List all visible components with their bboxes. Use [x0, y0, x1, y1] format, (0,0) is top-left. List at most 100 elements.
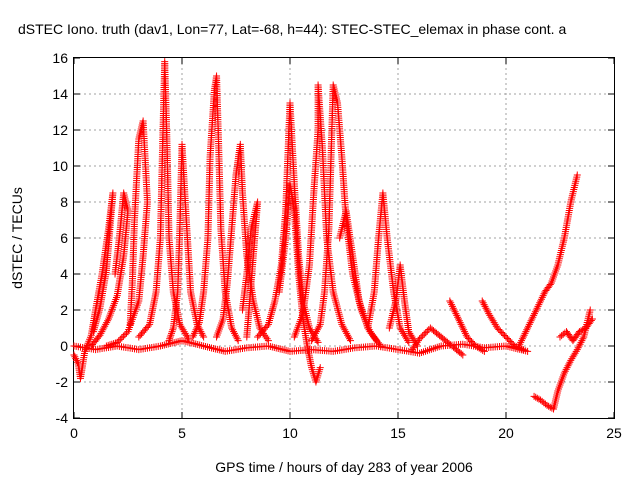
data-point: [342, 328, 350, 336]
y-tick-label: 0: [60, 338, 68, 354]
y-axis-label: dSTEC / TECUs: [9, 187, 25, 289]
data-point: [560, 369, 568, 377]
data-point: [518, 337, 526, 345]
y-tick-label: 16: [52, 50, 68, 66]
series-17: [446, 297, 488, 355]
data-point: [189, 333, 197, 341]
data-point: [460, 326, 468, 334]
data-point: [194, 320, 202, 328]
data-point: [371, 335, 379, 343]
data-point: [579, 326, 587, 334]
x-tick-label: 20: [498, 425, 514, 441]
data-point: [452, 310, 460, 318]
data-point: [413, 338, 421, 346]
series-21: [556, 315, 596, 345]
data-point: [97, 329, 105, 337]
data-point: [126, 320, 134, 328]
y-tick-label: -4: [56, 410, 69, 426]
data-point: [409, 335, 417, 343]
y-tick-label: 2: [60, 302, 68, 318]
data-point: [411, 342, 419, 350]
data-point: [198, 329, 206, 337]
data-point: [344, 331, 352, 339]
data-point: [575, 342, 583, 350]
data-point: [73, 356, 81, 364]
series-8: [238, 198, 262, 341]
data-point: [523, 326, 531, 334]
data-point: [531, 308, 539, 316]
data-point: [407, 331, 415, 339]
data-point: [565, 360, 573, 368]
y-tick-label: 14: [52, 86, 68, 102]
data-point: [243, 333, 251, 341]
plot-frame: [73, 57, 615, 419]
series-3: [102, 117, 151, 350]
data-point: [168, 329, 176, 337]
data-point: [459, 351, 467, 359]
data-point: [569, 353, 577, 361]
data-point: [263, 335, 271, 343]
data-point: [314, 324, 322, 332]
data-point: [308, 337, 316, 345]
data-point: [537, 297, 545, 305]
data-point: [262, 333, 270, 341]
data-point: [568, 355, 576, 363]
data-point: [532, 306, 540, 314]
data-point: [538, 293, 546, 301]
data-point: [563, 364, 571, 372]
y-tick-label: -2: [56, 374, 69, 390]
data-point: [562, 365, 570, 373]
data-point: [228, 324, 236, 332]
data-point: [168, 328, 176, 336]
data-point: [167, 331, 175, 339]
data-point: [231, 331, 239, 339]
data-point: [408, 333, 416, 341]
data-point: [398, 328, 406, 336]
data-point: [531, 310, 539, 318]
y-tick-label: 10: [52, 158, 68, 174]
data-point: [89, 328, 97, 336]
data-point: [99, 326, 107, 334]
data-point: [446, 297, 454, 305]
data-point: [575, 328, 583, 336]
data-point: [530, 392, 538, 400]
data-point: [417, 333, 425, 341]
data-point: [343, 329, 351, 337]
x-tick-label: 0: [70, 425, 78, 441]
data-point: [399, 329, 407, 337]
chart-title: dSTEC Iono. truth (dav1, Lon=77, Lat=-68…: [18, 21, 566, 37]
data-point: [405, 328, 413, 336]
data-point: [423, 327, 431, 335]
data-point: [532, 393, 540, 401]
data-point: [498, 329, 506, 336]
series-4: [135, 58, 192, 343]
data-point: [103, 319, 111, 327]
data-point: [499, 330, 507, 338]
series-13: [336, 207, 380, 345]
series-5: [165, 140, 208, 345]
y-tick-label: 12: [52, 122, 68, 138]
data-point: [520, 331, 528, 339]
grid: [74, 58, 614, 418]
x-tick-label: 25: [606, 425, 622, 441]
y-tick-label: 4: [60, 266, 68, 282]
data-point: [169, 326, 177, 334]
series-14: [364, 189, 413, 346]
data-point: [98, 328, 106, 336]
data-point: [419, 332, 427, 340]
data-point: [574, 344, 582, 352]
data-point: [454, 315, 462, 323]
data-point: [365, 326, 373, 334]
data-point: [522, 328, 530, 336]
series-2: [87, 189, 132, 350]
data-point: [455, 317, 463, 325]
data-point: [566, 358, 574, 366]
data-point: [111, 270, 119, 278]
data-point: [579, 335, 587, 343]
data-point: [543, 401, 551, 409]
data-point: [118, 334, 126, 342]
data-point: [194, 322, 202, 330]
data-point: [572, 347, 580, 355]
data-point: [166, 333, 174, 341]
series-22: [70, 337, 532, 357]
